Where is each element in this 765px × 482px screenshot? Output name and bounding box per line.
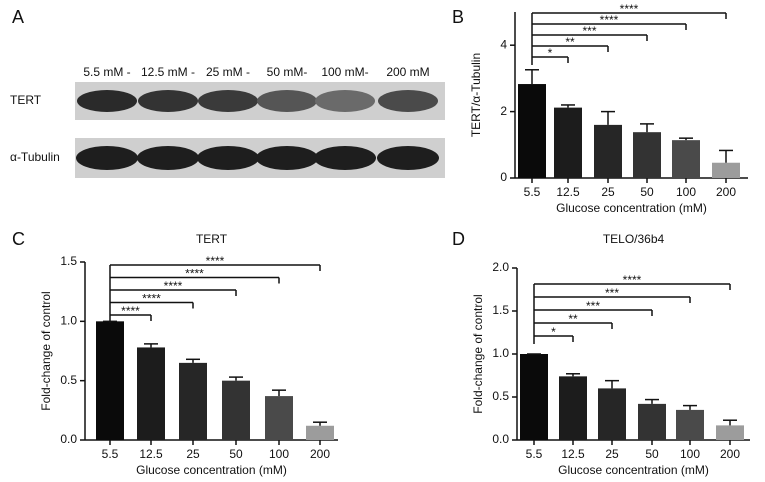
band bbox=[77, 90, 137, 112]
row-label: TERT bbox=[10, 93, 42, 107]
significance: *** bbox=[605, 286, 619, 300]
band bbox=[378, 90, 438, 112]
x-tick-label: 25 bbox=[601, 185, 615, 199]
bar bbox=[712, 162, 740, 178]
y-tick-label: 0.0 bbox=[492, 432, 509, 446]
x-tick-label: 12.5 bbox=[561, 447, 585, 461]
y-tick-label: 0.5 bbox=[492, 389, 509, 403]
chart-title: TERT bbox=[196, 232, 228, 246]
x-tick-label: 100 bbox=[269, 447, 289, 461]
x-axis-label: Glucose concentration (mM) bbox=[136, 463, 287, 477]
band bbox=[256, 146, 318, 170]
y-tick-label: 1.5 bbox=[60, 254, 77, 268]
bar bbox=[265, 396, 293, 440]
x-tick-label: 12.5 bbox=[139, 447, 163, 461]
band bbox=[377, 146, 439, 170]
y-tick-label: 0.5 bbox=[60, 373, 77, 387]
band bbox=[314, 146, 376, 170]
lane-label: 50 mM- bbox=[267, 65, 308, 79]
y-axis-label: Fold-change of control bbox=[39, 291, 53, 410]
y-tick-label: 1.0 bbox=[60, 314, 77, 328]
x-tick-label: 200 bbox=[720, 447, 740, 461]
lane-label: 5.5 mM - bbox=[83, 65, 130, 79]
x-tick-label: 50 bbox=[645, 447, 659, 461]
x-tick-label: 25 bbox=[186, 447, 200, 461]
x-tick-label: 12.5 bbox=[556, 185, 580, 199]
significance: **** bbox=[623, 273, 642, 287]
bar bbox=[672, 140, 700, 178]
band bbox=[76, 146, 138, 170]
x-tick-label: 50 bbox=[229, 447, 243, 461]
bar bbox=[633, 132, 661, 178]
significance: * bbox=[548, 46, 553, 60]
bar bbox=[554, 107, 582, 178]
x-tick-label: 25 bbox=[605, 447, 619, 461]
bar bbox=[638, 403, 666, 440]
y-tick-label: 0.0 bbox=[60, 432, 77, 446]
significance: **** bbox=[206, 254, 225, 268]
bar bbox=[594, 124, 622, 178]
x-tick-label: 50 bbox=[640, 185, 654, 199]
bar bbox=[716, 425, 744, 440]
significance: **** bbox=[164, 279, 183, 293]
bar bbox=[306, 425, 334, 440]
significance: ** bbox=[568, 312, 578, 326]
bar bbox=[179, 362, 207, 440]
x-axis-label: Glucose concentration (mM) bbox=[558, 463, 709, 477]
lane-label: 200 mM bbox=[386, 65, 429, 79]
band bbox=[257, 90, 317, 112]
significance: *** bbox=[586, 299, 600, 313]
significance: *** bbox=[582, 24, 596, 38]
band bbox=[198, 90, 258, 112]
bar bbox=[676, 409, 704, 440]
x-tick-label: 100 bbox=[680, 447, 700, 461]
significance: **** bbox=[600, 13, 619, 27]
bar bbox=[518, 84, 546, 178]
significance: **** bbox=[620, 2, 639, 16]
panel-label: D bbox=[452, 229, 465, 249]
band bbox=[138, 90, 198, 112]
y-tick-label: 1.0 bbox=[492, 346, 509, 360]
bar bbox=[137, 347, 165, 440]
band bbox=[315, 90, 375, 112]
y-axis-label: Fold-change of control bbox=[471, 294, 485, 413]
x-tick-label: 5.5 bbox=[102, 447, 119, 461]
band bbox=[137, 146, 199, 170]
significance: **** bbox=[142, 292, 161, 306]
y-axis-label: TERT/α-Tubulin bbox=[469, 53, 483, 137]
bar bbox=[520, 354, 548, 440]
x-tick-label: 200 bbox=[310, 447, 330, 461]
x-axis-label: Glucose concentration (mM) bbox=[556, 201, 707, 215]
x-tick-label: 5.5 bbox=[526, 447, 543, 461]
x-tick-label: 5.5 bbox=[524, 185, 541, 199]
x-tick-label: 200 bbox=[716, 185, 736, 199]
bar bbox=[96, 321, 124, 440]
y-tick-label: 1.5 bbox=[492, 303, 509, 317]
lane-label: 100 mM- bbox=[321, 65, 368, 79]
y-tick-label: 0 bbox=[500, 170, 507, 184]
row-label: α-Tubulin bbox=[10, 150, 60, 164]
chart-title: TELO/36b4 bbox=[603, 232, 665, 246]
panel-label: A bbox=[12, 7, 24, 27]
lane-label: 12.5 mM - bbox=[141, 65, 195, 79]
bar bbox=[222, 380, 250, 440]
significance: * bbox=[551, 325, 556, 339]
panel-label: B bbox=[452, 7, 464, 27]
bar bbox=[559, 376, 587, 440]
panel-label: C bbox=[12, 229, 25, 249]
significance: **** bbox=[185, 267, 204, 281]
lane-label: 25 mM - bbox=[206, 65, 250, 79]
bar bbox=[598, 388, 626, 440]
x-tick-label: 100 bbox=[676, 185, 696, 199]
y-tick-label: 2.0 bbox=[492, 260, 509, 274]
significance: **** bbox=[121, 304, 140, 318]
y-tick-label: 2 bbox=[500, 104, 507, 118]
significance: ** bbox=[565, 35, 575, 49]
band bbox=[197, 146, 259, 170]
y-tick-label: 4 bbox=[500, 37, 507, 51]
